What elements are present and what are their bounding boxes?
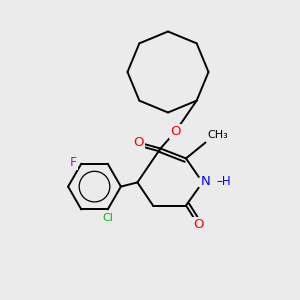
Text: –H: –H <box>217 175 232 188</box>
Text: O: O <box>170 125 181 138</box>
Text: CH₃: CH₃ <box>207 130 228 140</box>
Text: O: O <box>193 218 203 231</box>
Text: Cl: Cl <box>102 213 113 223</box>
Text: O: O <box>133 136 144 149</box>
Text: N: N <box>201 175 210 188</box>
Text: F: F <box>70 156 77 169</box>
